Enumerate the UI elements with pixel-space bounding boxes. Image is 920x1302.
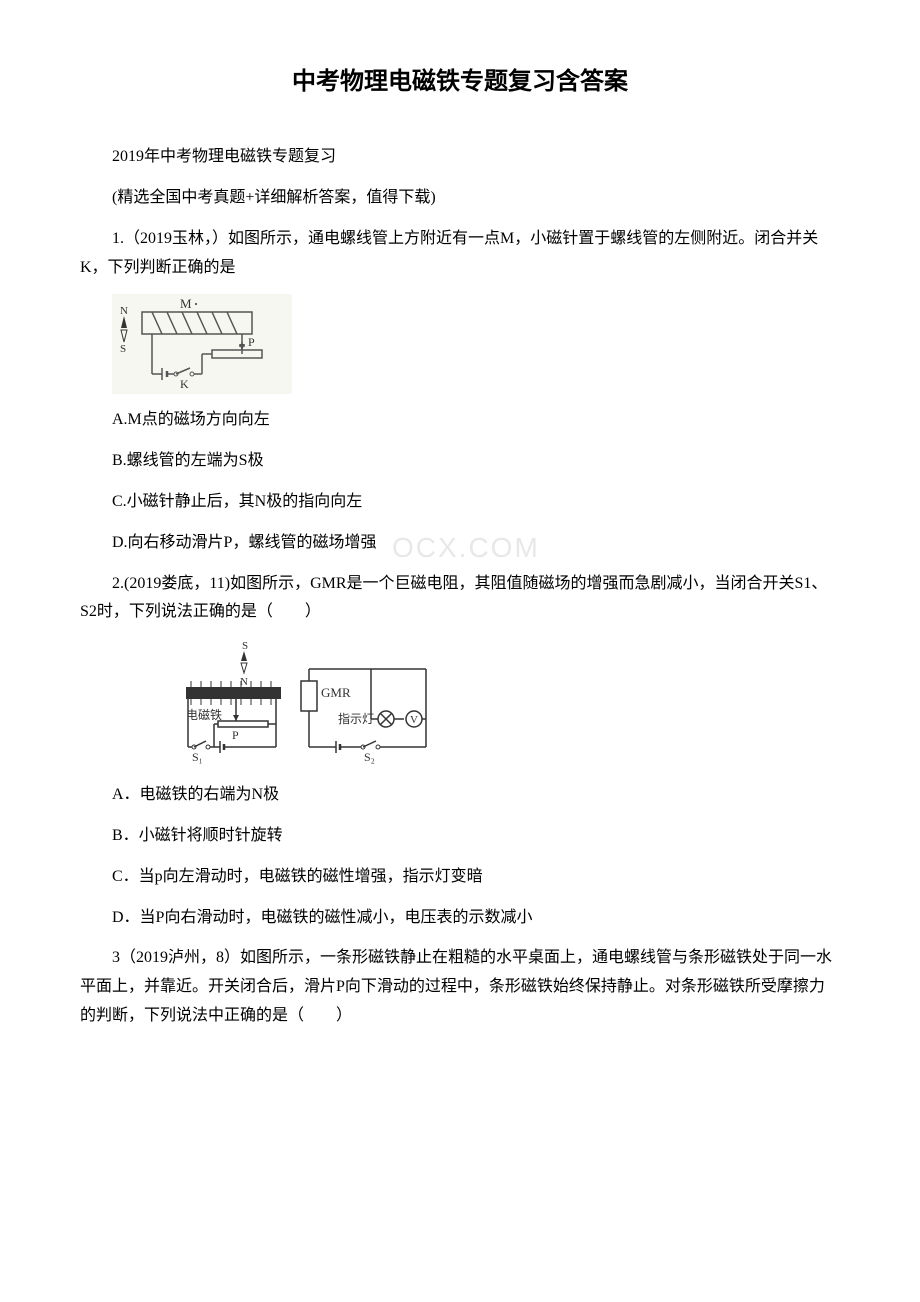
label-p: P [248, 335, 255, 349]
q1-opt-c: C.小磁针静止后，其N极的指向向左 [80, 488, 840, 517]
svg-text:GMR: GMR [321, 685, 351, 700]
label-k: K [180, 377, 189, 391]
q2-opt-c: C．当p向左滑动时，电磁铁的磁性增强，指示灯变暗 [80, 863, 840, 892]
svg-text:V: V [410, 714, 418, 726]
q2-figure: S N 电磁铁 P [176, 639, 840, 769]
q1-figure: N S M P K [112, 294, 840, 394]
page-title: 中考物理电磁铁专题复习含答案 [80, 60, 840, 103]
q1-opt-d-text: D.向右移动滑片P，螺线管的磁场增强 [112, 534, 376, 551]
label-m: M [180, 296, 192, 311]
watermark: OCX.COM [360, 523, 540, 573]
label-n: N [120, 305, 128, 317]
svg-text:电磁铁: 电磁铁 [186, 707, 222, 722]
q1-stem: 1.（2019玉林，）如图所示，通电螺线管上方附近有一点M，小磁针置于螺线管的左… [80, 225, 840, 283]
q1-opt-d: D.向右移动滑片P，螺线管的磁场增强 OCX.COM [80, 529, 840, 558]
q2-opt-d: D．当P向右滑动时，电磁铁的磁性减小，电压表的示数减小 [80, 904, 840, 933]
label-s: S [120, 343, 126, 355]
q2-opt-a: A．电磁铁的右端为N极 [80, 781, 840, 810]
svg-text:S: S [242, 640, 248, 652]
q2-opt-b: B．小磁针将顺时针旋转 [80, 822, 840, 851]
svg-text:S₂: S₂ [364, 750, 375, 764]
intro-line-2: (精选全国中考真题+详细解析答案，值得下载) [80, 184, 840, 213]
q1-opt-a: A.M点的磁场方向向左 [80, 406, 840, 435]
q2-stem: 2.(2019娄底，11)如图所示，GMR是一个巨磁电阻，其阻值随磁场的增强而急… [80, 570, 840, 628]
q1-opt-b: B.螺线管的左端为S极 [80, 447, 840, 476]
svg-text:P: P [232, 728, 239, 742]
svg-text:指示灯: 指示灯 [338, 711, 374, 726]
intro-line-1: 2019年中考物理电磁铁专题复习 [80, 143, 840, 172]
svg-text:S₁: S₁ [192, 750, 203, 764]
q3-stem: 3（2019泸州，8）如图所示，一条形磁铁静止在粗糙的水平桌面上，通电螺线管与条… [80, 944, 840, 1030]
